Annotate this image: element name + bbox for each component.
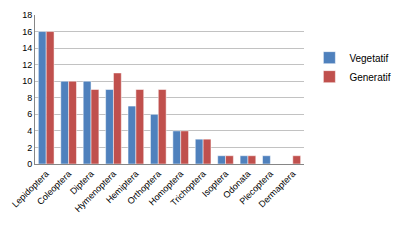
svg-text:Trichoptera: Trichoptera [169, 169, 208, 208]
svg-text:Orthoptera: Orthoptera [125, 169, 162, 206]
svg-text:Homoptera: Homoptera [147, 169, 186, 208]
svg-text:18: 18 [22, 10, 32, 20]
svg-text:Hymenoptera: Hymenoptera [73, 169, 118, 214]
svg-text:Generatif: Generatif [349, 72, 390, 83]
svg-text:Isoptera: Isoptera [200, 169, 230, 199]
svg-text:10: 10 [22, 76, 32, 86]
svg-text:Plecoptera: Plecoptera [237, 169, 274, 206]
svg-text:12: 12 [22, 60, 32, 70]
svg-text:14: 14 [22, 43, 32, 53]
svg-text:6: 6 [27, 109, 32, 119]
svg-text:Odonata: Odonata [221, 169, 252, 200]
svg-text:0: 0 [27, 159, 32, 169]
svg-text:Vegetatif: Vegetatif [349, 53, 388, 64]
svg-text:4: 4 [27, 126, 32, 136]
svg-text:8: 8 [27, 93, 32, 103]
svg-text:Lepidoptera: Lepidoptera [10, 169, 51, 210]
svg-text:Dermaptera: Dermaptera [257, 169, 298, 210]
svg-text:2: 2 [27, 143, 32, 153]
svg-text:Hemiptera: Hemiptera [104, 169, 140, 205]
svg-text:Coleoptera: Coleoptera [35, 169, 73, 207]
svg-text:16: 16 [22, 27, 32, 37]
svg-text:Diptera: Diptera [68, 169, 96, 197]
